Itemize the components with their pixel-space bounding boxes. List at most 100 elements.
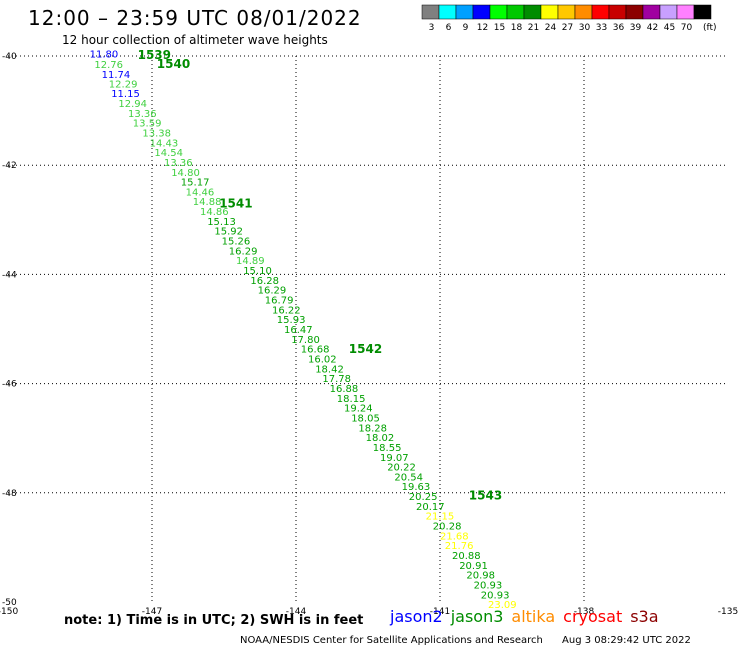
scale-swatch xyxy=(438,4,457,20)
satellite-legend-item: jason2 xyxy=(390,607,443,626)
satellite-legend-item: cryosat xyxy=(563,607,623,626)
scale-swatch xyxy=(625,4,644,20)
wave-height-label: 15.92 xyxy=(214,227,243,238)
wave-height-label: 14.54 xyxy=(154,148,183,159)
wave-height-label: 14.80 xyxy=(171,168,200,179)
wave-height-label: 19.24 xyxy=(344,404,373,415)
footer-note: note: 1) Time is in UTC; 2) SWH is in fe… xyxy=(64,613,364,628)
wave-height-label: 18.42 xyxy=(315,364,344,375)
scale-swatch xyxy=(506,4,525,20)
wave-height-label: 21.68 xyxy=(440,531,469,542)
wave-height-label: 21.15 xyxy=(426,512,455,523)
pass-time-label: 1543 xyxy=(469,489,502,503)
wave-height-label: 14.89 xyxy=(236,256,265,267)
scale-swatch xyxy=(455,4,474,20)
scale-swatch xyxy=(608,4,627,20)
scale-swatch xyxy=(591,4,610,20)
wave-height-label: 12.76 xyxy=(94,60,123,71)
wave-height-label: 16.68 xyxy=(301,345,330,356)
wave-height-label: 11.80 xyxy=(90,49,119,60)
wave-height-label: 12.29 xyxy=(109,79,138,90)
wave-height-label: 11.15 xyxy=(111,89,140,100)
y-tick-label: -44 xyxy=(2,270,17,280)
chart-subtitle: 12 hour collection of altimeter wave hei… xyxy=(62,33,328,47)
wave-height-label: 18.05 xyxy=(351,413,380,424)
scale-tick-label: 33 xyxy=(596,23,607,33)
wave-height-label: 11.74 xyxy=(102,70,131,81)
y-tick-label: -50 xyxy=(2,598,17,608)
scale-swatch xyxy=(472,4,491,20)
pass-time-label: 1541 xyxy=(219,196,252,210)
wave-height-label: 21.76 xyxy=(445,541,474,552)
wave-height-label: 20.91 xyxy=(459,561,488,572)
wave-height-label: 16.29 xyxy=(258,286,287,297)
wave-height-label: 20.54 xyxy=(394,472,423,483)
wave-height-label: 13.38 xyxy=(142,128,171,139)
scale-swatch xyxy=(574,4,593,20)
x-tick-label: -150 xyxy=(0,607,18,617)
wave-height-label: 16.22 xyxy=(272,305,301,316)
wave-height-label: 20.17 xyxy=(416,502,445,513)
wave-height-label: 20.98 xyxy=(466,571,495,582)
scale-swatch xyxy=(642,4,661,20)
chart-title: 12:00 – 23:59 UTC 08/01/2022 xyxy=(28,6,362,30)
x-tick-label: -147 xyxy=(142,607,162,617)
scale-tick-label: 36 xyxy=(613,23,625,33)
wave-height-label: 15.17 xyxy=(181,178,210,189)
wave-height-label: 17.80 xyxy=(291,335,320,346)
scale-swatch xyxy=(693,4,712,20)
y-tick-label: -48 xyxy=(2,489,17,499)
wave-height-label: 14.88 xyxy=(193,197,222,208)
wave-height-label: 20.93 xyxy=(481,590,510,601)
scale-tick-label: 27 xyxy=(562,23,573,33)
wave-height-label: 14.86 xyxy=(200,207,229,218)
scale-tick-label: 24 xyxy=(545,23,557,33)
wave-height-label: 16.79 xyxy=(265,296,294,307)
y-tick-label: -42 xyxy=(2,161,17,171)
wave-height-label: 20.93 xyxy=(474,581,503,592)
credit-timestamp: Aug 3 08:29:42 UTC 2022 xyxy=(562,635,691,646)
scale-tick-label: 9 xyxy=(463,23,469,33)
y-tick-label: -40 xyxy=(2,52,17,62)
scale-tick-label: 12 xyxy=(477,23,488,33)
scale-tick-label: 6 xyxy=(446,23,452,33)
y-tick-label: -46 xyxy=(2,380,17,390)
wave-height-label: 18.28 xyxy=(358,423,387,434)
x-tick-label: -144 xyxy=(286,607,307,617)
scale-swatch xyxy=(489,4,508,20)
wave-height-label: 14.43 xyxy=(150,138,179,149)
wave-height-label: 16.29 xyxy=(229,246,258,257)
pass-time-label: 1542 xyxy=(349,342,382,356)
wave-height-label: 20.88 xyxy=(452,551,481,562)
scale-tick-label: 3 xyxy=(429,23,435,33)
scale-swatch xyxy=(421,4,440,20)
wave-height-label: 16.28 xyxy=(250,276,279,287)
pass-time-label: 1539 xyxy=(138,48,171,62)
wave-height-label: 15.93 xyxy=(277,315,306,326)
wave-height-label: 20.28 xyxy=(433,522,462,533)
scale-tick-label: 42 xyxy=(647,23,658,33)
satellite-legend-item: s3a xyxy=(630,607,659,626)
wave-height-label: 16.02 xyxy=(308,354,337,365)
satellite-legend: jason2 jason3 altika cryosat s3a xyxy=(390,607,667,626)
wave-height-label: 17.78 xyxy=(322,374,351,385)
scale-tick-label: 45 xyxy=(664,23,675,33)
wave-height-label: 19.63 xyxy=(402,482,431,493)
wave-height-label: 18.15 xyxy=(337,394,366,405)
scale-swatch xyxy=(523,4,542,20)
wave-height-label: 19.07 xyxy=(380,453,409,464)
wave-height-label: 23.09 xyxy=(488,600,517,611)
scale-swatch xyxy=(557,4,576,20)
wave-height-label: 12.94 xyxy=(118,99,147,110)
scale-tick-label: 39 xyxy=(630,23,642,33)
wave-height-label: 13.36 xyxy=(164,158,193,169)
wave-height-label: 15.10 xyxy=(243,266,272,277)
wave-height-label: 14.46 xyxy=(186,187,215,198)
wave-height-label: 15.13 xyxy=(207,217,236,228)
scale-swatch xyxy=(659,4,678,20)
scale-tick-label: 30 xyxy=(579,23,591,33)
satellite-legend-item: altika xyxy=(511,607,556,626)
footer-credit: NOAA/NESDIS Center for Satellite Applica… xyxy=(240,635,691,646)
wave-height-label: 16.88 xyxy=(330,384,359,395)
